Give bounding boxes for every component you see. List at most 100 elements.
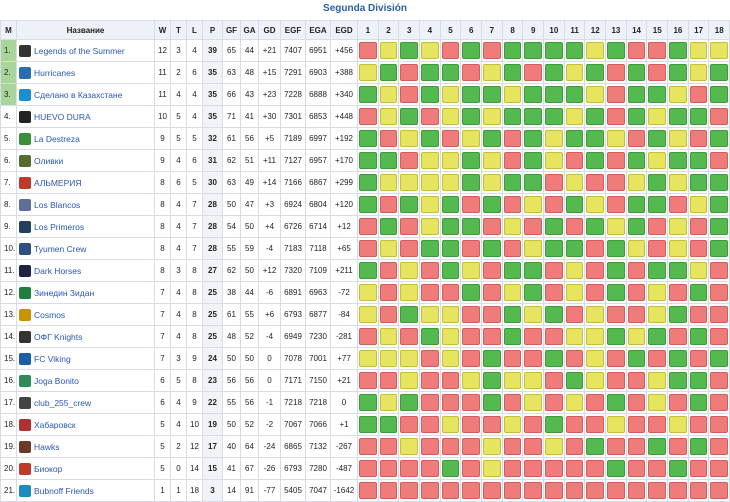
match-result-loss[interactable] <box>442 42 460 59</box>
match-result-win[interactable] <box>586 64 604 81</box>
match-result-win[interactable] <box>524 262 542 279</box>
match-result-win[interactable] <box>545 306 563 323</box>
match-result-draw[interactable] <box>462 262 480 279</box>
match-result-win[interactable] <box>710 218 728 235</box>
match-result-draw[interactable] <box>504 218 522 235</box>
match-result-win[interactable] <box>648 438 666 455</box>
match-result-draw[interactable] <box>628 240 646 257</box>
match-result-draw[interactable] <box>442 152 460 169</box>
match-result-loss[interactable] <box>400 152 418 169</box>
match-result-draw[interactable] <box>524 240 542 257</box>
match-result-win[interactable] <box>524 86 542 103</box>
team-link[interactable]: club_255_crew <box>34 398 91 408</box>
match-result-win[interactable] <box>545 42 563 59</box>
match-result-draw[interactable] <box>545 152 563 169</box>
match-result-win[interactable] <box>669 460 687 477</box>
match-result-loss[interactable] <box>628 482 646 499</box>
match-result-draw[interactable] <box>380 394 398 411</box>
match-result-win[interactable] <box>690 152 708 169</box>
header-match-12[interactable]: 12 <box>585 21 606 40</box>
header-w[interactable]: W <box>155 21 171 40</box>
match-result-loss[interactable] <box>669 328 687 345</box>
match-result-draw[interactable] <box>524 372 542 389</box>
match-result-draw[interactable] <box>586 350 604 367</box>
match-result-draw[interactable] <box>483 460 501 477</box>
match-result-win[interactable] <box>504 64 522 81</box>
match-result-loss[interactable] <box>566 416 584 433</box>
match-result-loss[interactable] <box>483 306 501 323</box>
match-result-loss[interactable] <box>524 416 542 433</box>
match-result-loss[interactable] <box>504 460 522 477</box>
match-result-win[interactable] <box>442 240 460 257</box>
match-result-win[interactable] <box>545 240 563 257</box>
match-result-win[interactable] <box>504 174 522 191</box>
match-result-draw[interactable] <box>380 350 398 367</box>
match-result-win[interactable] <box>359 174 377 191</box>
match-result-loss[interactable] <box>710 372 728 389</box>
match-result-draw[interactable] <box>359 64 377 81</box>
match-result-draw[interactable] <box>669 416 687 433</box>
match-result-loss[interactable] <box>380 284 398 301</box>
match-result-loss[interactable] <box>545 460 563 477</box>
match-result-win[interactable] <box>669 262 687 279</box>
match-result-win[interactable] <box>462 218 480 235</box>
match-result-loss[interactable] <box>400 482 418 499</box>
match-result-loss[interactable] <box>586 482 604 499</box>
team-link[interactable]: АЛЬМЕРИЯ <box>34 178 82 188</box>
match-result-win[interactable] <box>545 86 563 103</box>
match-result-draw[interactable] <box>545 438 563 455</box>
match-result-win[interactable] <box>607 42 625 59</box>
match-result-win[interactable] <box>442 460 460 477</box>
match-result-win[interactable] <box>669 64 687 81</box>
match-result-loss[interactable] <box>504 438 522 455</box>
match-result-win[interactable] <box>442 218 460 235</box>
match-result-win[interactable] <box>669 108 687 125</box>
match-result-loss[interactable] <box>690 482 708 499</box>
team-link[interactable]: Хабаровск <box>34 420 76 430</box>
match-result-draw[interactable] <box>566 64 584 81</box>
match-result-draw[interactable] <box>669 130 687 147</box>
match-result-win[interactable] <box>566 42 584 59</box>
match-result-loss[interactable] <box>504 152 522 169</box>
match-result-win[interactable] <box>380 218 398 235</box>
match-result-win[interactable] <box>462 42 480 59</box>
match-result-win[interactable] <box>483 394 501 411</box>
match-result-loss[interactable] <box>607 196 625 213</box>
header-pos[interactable]: М <box>1 21 17 40</box>
match-result-win[interactable] <box>566 372 584 389</box>
header-team[interactable]: Название <box>17 21 155 40</box>
match-result-win[interactable] <box>524 284 542 301</box>
match-result-loss[interactable] <box>628 438 646 455</box>
match-result-win[interactable] <box>628 108 646 125</box>
match-result-loss[interactable] <box>462 350 480 367</box>
team-link[interactable]: Зинедин Зидан <box>34 288 94 298</box>
match-result-draw[interactable] <box>442 108 460 125</box>
match-result-loss[interactable] <box>359 240 377 257</box>
match-result-win[interactable] <box>524 42 542 59</box>
match-result-loss[interactable] <box>710 284 728 301</box>
match-result-win[interactable] <box>504 108 522 125</box>
team-link[interactable]: Dark Horses <box>34 266 81 276</box>
match-result-draw[interactable] <box>442 86 460 103</box>
match-result-loss[interactable] <box>483 328 501 345</box>
match-result-win[interactable] <box>545 416 563 433</box>
match-result-loss[interactable] <box>359 218 377 235</box>
match-result-loss[interactable] <box>669 394 687 411</box>
match-result-draw[interactable] <box>462 372 480 389</box>
match-result-win[interactable] <box>566 86 584 103</box>
match-result-loss[interactable] <box>648 350 666 367</box>
match-result-loss[interactable] <box>710 262 728 279</box>
match-result-loss[interactable] <box>359 482 377 499</box>
match-result-win[interactable] <box>524 108 542 125</box>
match-result-loss[interactable] <box>607 64 625 81</box>
match-result-win[interactable] <box>442 64 460 81</box>
match-result-loss[interactable] <box>628 306 646 323</box>
match-result-draw[interactable] <box>628 328 646 345</box>
match-result-loss[interactable] <box>607 482 625 499</box>
match-result-loss[interactable] <box>400 460 418 477</box>
match-result-draw[interactable] <box>628 174 646 191</box>
match-result-win[interactable] <box>359 196 377 213</box>
match-result-loss[interactable] <box>545 262 563 279</box>
match-result-loss[interactable] <box>524 438 542 455</box>
match-result-win[interactable] <box>710 86 728 103</box>
